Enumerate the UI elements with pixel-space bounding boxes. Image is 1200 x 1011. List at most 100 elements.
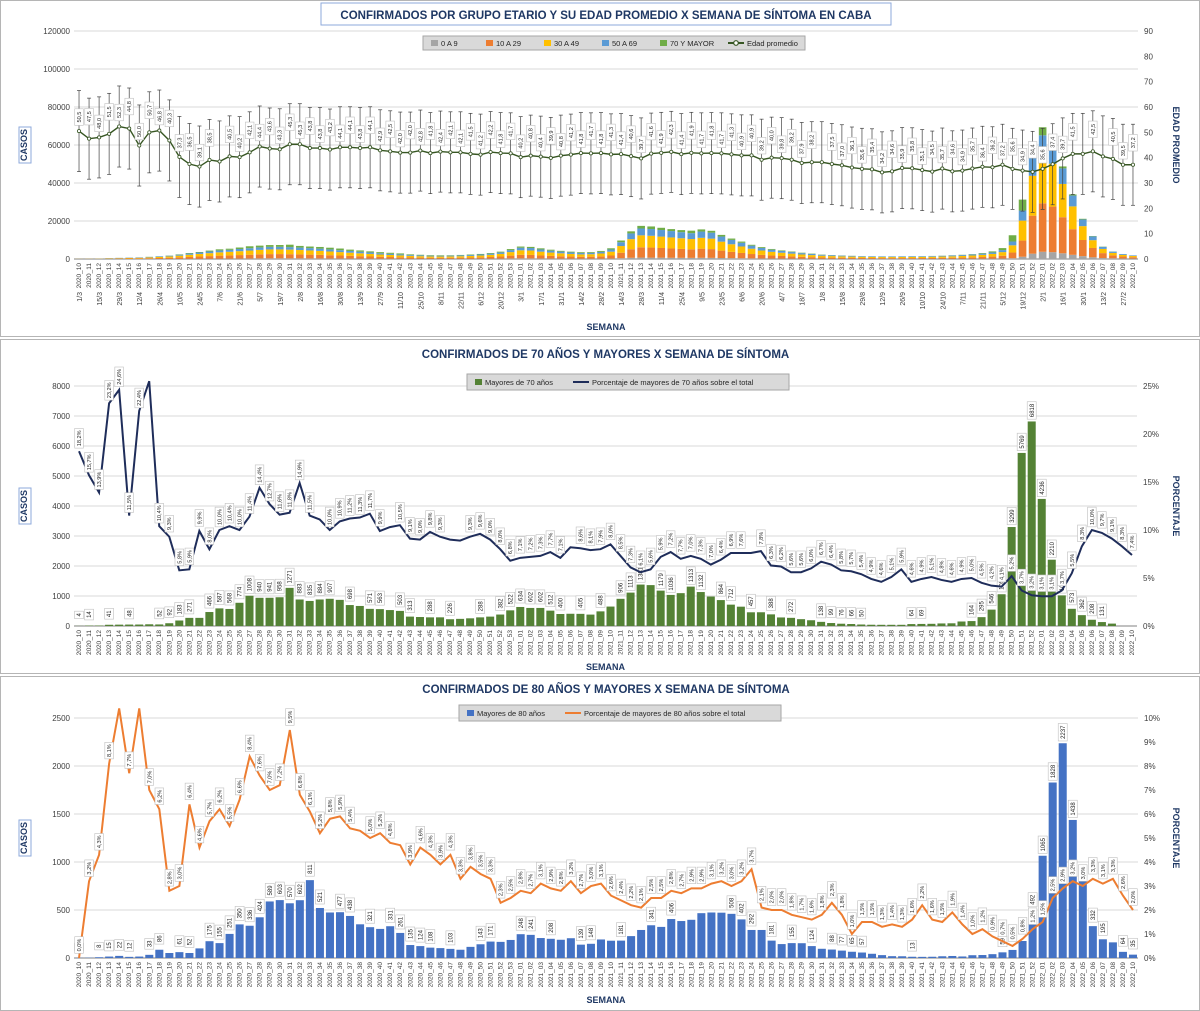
date-tick-label: 20/6 bbox=[760, 292, 767, 306]
data-label: 40,5 bbox=[224, 125, 235, 143]
data-label: 52 bbox=[154, 607, 165, 620]
y-tick-label: 3000 bbox=[52, 532, 70, 541]
data-label-box bbox=[956, 557, 967, 575]
x-tick-label: 2021_11 bbox=[618, 630, 625, 655]
bar-segment bbox=[707, 257, 716, 259]
bar-segment bbox=[386, 253, 395, 255]
bar-mayores-80 bbox=[576, 944, 585, 958]
data-label: 7,3% bbox=[625, 545, 636, 564]
bar-mayores-70 bbox=[827, 623, 836, 626]
bar-mayores-80 bbox=[1128, 954, 1137, 958]
data-label-box bbox=[585, 528, 596, 546]
edad-promedio-point bbox=[960, 168, 965, 173]
bar-mayores-70 bbox=[135, 624, 144, 626]
edad-promedio-point bbox=[900, 166, 905, 171]
bar-mayores-70 bbox=[857, 624, 866, 626]
y-tick-label: 0 bbox=[66, 255, 71, 264]
y-tick-label: 1000 bbox=[52, 858, 70, 867]
x-tick-label: 2020_17 bbox=[146, 630, 153, 656]
bar-segment bbox=[336, 248, 344, 251]
x-tick-label: 2020_38 bbox=[357, 263, 364, 289]
data-label-box bbox=[335, 498, 345, 519]
edad-promedio-point bbox=[649, 151, 654, 156]
legend bbox=[458, 704, 782, 722]
data-label: 41,9 bbox=[686, 122, 696, 140]
data-label-box bbox=[797, 895, 807, 913]
data-label-box bbox=[415, 826, 425, 844]
bar-segment bbox=[496, 252, 505, 254]
data-label: 46,8 bbox=[154, 107, 164, 126]
bar-segment bbox=[1109, 252, 1117, 256]
bar-segment bbox=[607, 249, 615, 252]
bar-segment bbox=[1058, 217, 1067, 254]
data-label-text: 9,3% bbox=[167, 517, 173, 530]
legend-swatch bbox=[544, 40, 551, 46]
bar-segment bbox=[667, 231, 676, 238]
edad-promedio-point bbox=[378, 148, 383, 153]
data-label: 34,4 bbox=[1028, 141, 1038, 159]
data-label-box bbox=[606, 123, 616, 141]
edad-promedio-point bbox=[910, 166, 915, 171]
data-label: 43,8 bbox=[305, 117, 315, 135]
bar-segment bbox=[376, 252, 384, 254]
data-label-text: 492 bbox=[1031, 894, 1037, 905]
date-tick-label: 31/1 bbox=[559, 292, 566, 306]
data-label: 42,2 bbox=[485, 121, 496, 139]
x-tick-label: 2020_43 bbox=[407, 263, 414, 289]
data-label: 906 bbox=[615, 580, 626, 596]
bar-mayores-70 bbox=[265, 597, 274, 626]
x-tick-label: 2021_09 bbox=[598, 263, 605, 289]
x-tick-label: 2021_51 bbox=[1019, 630, 1026, 656]
data-label-box bbox=[716, 130, 727, 148]
data-label-text: 103 bbox=[449, 932, 455, 943]
data-label: 139 bbox=[576, 926, 586, 941]
y2-axis-title: PORCENTAJE bbox=[1171, 808, 1181, 869]
bar-mayores-70 bbox=[536, 607, 545, 626]
edad-promedio-point bbox=[859, 166, 864, 171]
data-label-box bbox=[204, 593, 215, 609]
bar-segment bbox=[757, 248, 766, 251]
bar-mayores-80 bbox=[918, 956, 927, 958]
bar-mayores-80 bbox=[115, 955, 124, 958]
data-label-box bbox=[154, 933, 165, 945]
data-label-text: 8,5% bbox=[619, 537, 625, 550]
bar-segment bbox=[1048, 252, 1057, 259]
bar-segment bbox=[265, 249, 274, 255]
data-label-text: 589 bbox=[268, 885, 274, 896]
bar-mayores-70 bbox=[797, 619, 806, 626]
bar-segment bbox=[296, 247, 304, 251]
data-label: 883 bbox=[294, 581, 305, 596]
data-label-box bbox=[285, 113, 295, 131]
data-label-text: 4,6% bbox=[909, 562, 915, 575]
data-label-box bbox=[485, 121, 496, 139]
bar-mayores-70 bbox=[817, 621, 826, 626]
bar-segment bbox=[486, 256, 495, 259]
bar-segment bbox=[215, 249, 224, 251]
data-label-box bbox=[1117, 524, 1127, 542]
data-label: 11,7% bbox=[365, 490, 375, 511]
bar-mayores-80 bbox=[325, 912, 334, 958]
x-tick-label: 2020_44 bbox=[417, 263, 424, 289]
data-label: 6818 bbox=[1026, 401, 1037, 420]
data-label-text: 2,9% bbox=[699, 869, 705, 882]
x-tick-label: 2021_44 bbox=[948, 630, 955, 656]
edad-promedio-point bbox=[940, 166, 945, 171]
data-label-box bbox=[575, 526, 586, 544]
x-tick-label: 2021_19 bbox=[698, 263, 705, 289]
data-label-box bbox=[335, 893, 345, 909]
bar-segment bbox=[506, 249, 515, 251]
data-label: 164 bbox=[966, 602, 977, 618]
bar-segment bbox=[466, 255, 475, 258]
data-label-text: 1,4% bbox=[890, 905, 896, 918]
bar-segment bbox=[436, 256, 445, 258]
data-label-text: 92 bbox=[167, 608, 173, 615]
x-tick-label: 2020_36 bbox=[337, 630, 344, 656]
x-tick-label: 2021_44 bbox=[949, 263, 956, 289]
bar-segment bbox=[687, 233, 696, 240]
bar-segment bbox=[1099, 253, 1107, 259]
data-label-text: 155 bbox=[790, 926, 796, 937]
data-label: 4236 bbox=[1036, 478, 1047, 497]
data-label-box bbox=[976, 561, 987, 579]
data-label: 44,8 bbox=[124, 97, 134, 116]
x-tick-label: 2020_23 bbox=[207, 962, 214, 988]
